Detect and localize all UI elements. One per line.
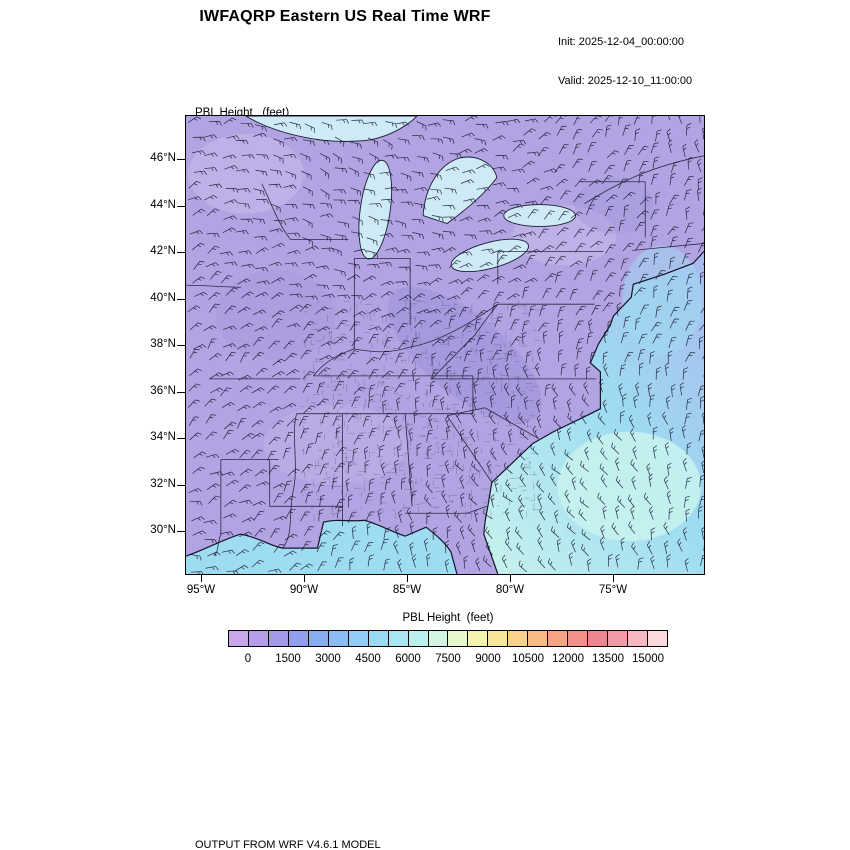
lat-tickmark	[177, 438, 185, 439]
colorbar-cell	[308, 631, 329, 646]
run-timestamps: Init: 2025-12-04_00:00:00 Valid: 2025-12…	[558, 10, 692, 114]
lon-tickmark	[510, 574, 511, 582]
colorbar-tick-label: 7500	[435, 653, 461, 665]
weather-map	[186, 116, 704, 574]
lake-ontario	[503, 204, 576, 227]
colorbar-cell	[388, 631, 409, 646]
lat-tickmark	[177, 205, 185, 207]
lat-tickmark	[177, 345, 185, 346]
lat-tickmark	[177, 484, 185, 486]
colorbar-cell	[268, 631, 289, 646]
lake-huron	[422, 156, 498, 225]
colorbar-cell	[248, 631, 269, 646]
colorbar-cell	[229, 631, 249, 646]
lat-tickmark	[177, 391, 185, 393]
model-info-line1: OUTPUT FROM WRF V4.6.1 MODEL	[195, 839, 381, 850]
lon-tick-label: 75°W	[598, 584, 628, 596]
colorbar-cell	[448, 631, 469, 646]
colorbar-labels: 0 1500 3000 4500 6000 7500 9000 10500 12000 13500…	[228, 653, 668, 667]
lon-tick-label: 95°W	[186, 584, 216, 596]
colorbar-cell	[628, 631, 649, 646]
high-pbl-ocean-core	[557, 431, 702, 542]
lon-tickmark	[304, 574, 305, 582]
colorbar-tick-label: 0	[244, 653, 252, 665]
lon-tickmark	[201, 574, 202, 582]
lon-tick-label: 90°W	[289, 584, 319, 596]
lat-tickmark	[177, 159, 185, 160]
colorbar-cell	[508, 631, 529, 646]
colorbar-tick-label: 12000	[552, 653, 584, 665]
colorbar-cell	[588, 631, 609, 646]
colorbar-cell	[288, 631, 309, 646]
init-time: Init: 2025-12-04_00:00:00	[558, 36, 684, 48]
lat-tickmark	[177, 531, 185, 532]
colorbar-tick-label: 3000	[315, 653, 341, 665]
colorbar-cell	[408, 631, 429, 646]
lon-tickmark	[613, 574, 614, 582]
colorbar-cell	[368, 631, 389, 646]
page-title: IWFAQRP Eastern US Real Time WRF	[199, 8, 491, 25]
lon-tick-label: 80°W	[495, 584, 525, 596]
lat-tick-label: 36°N	[150, 384, 176, 397]
colorbar-tick-label: 6000	[395, 653, 421, 665]
colorbar	[228, 630, 668, 647]
colorbar-cell	[608, 631, 629, 646]
lat-tickmark	[177, 252, 185, 253]
lat-tickmark	[177, 298, 185, 300]
lat-tick-label: 44°N	[150, 198, 176, 211]
gulf-of-mexico	[186, 520, 457, 574]
colorbar-cell	[568, 631, 589, 646]
colorbar-tick-label: 13500	[592, 653, 624, 665]
coastline	[186, 251, 704, 574]
colorbar-cell	[548, 631, 569, 646]
colorbar-tick-label: 4500	[355, 653, 381, 665]
lake-michigan	[358, 159, 393, 260]
colorbar-tick-label: 1500	[275, 653, 301, 665]
wind-barbs	[187, 116, 704, 574]
lon-tickmark	[407, 574, 408, 582]
lat-tick-label: 40°N	[150, 291, 176, 304]
lon-tick-label: 85°W	[392, 584, 422, 596]
northeast-coastal-water	[622, 245, 703, 355]
colorbar-cell	[428, 631, 449, 646]
colorbar-cell	[528, 631, 549, 646]
lat-tick-label: 30°N	[150, 524, 176, 536]
lat-tick-label: 34°N	[150, 431, 176, 443]
colorbar-cell	[328, 631, 349, 646]
colorbar-cell	[648, 631, 667, 646]
colorbar-tick-label: 9000	[475, 653, 501, 665]
colorbar-tick-label: 15000	[632, 653, 664, 665]
map-frame: 46°N 44°N 42°N 40°N 38°N 36°N 34°N 32°N 30°N 95°…	[150, 115, 705, 596]
lat-tick-label: 32°N	[150, 477, 176, 490]
colorbar-title: PBL Height (feet)	[402, 612, 494, 624]
lat-tick-label: 42°N	[150, 245, 176, 257]
colorbar-cell	[468, 631, 489, 646]
lat-tick-label: 38°N	[150, 338, 176, 350]
colorbar-tick-label: 10500	[512, 653, 544, 665]
lat-tick-label: 46°N	[150, 152, 176, 164]
valid-time: Valid: 2025-12-10_11:00:00	[558, 75, 693, 87]
footer: OUTPUT FROM WRF V4.6.1 MODEL WE = 310 ; …	[195, 810, 628, 850]
colorbar-cell	[488, 631, 509, 646]
colorbar-cell	[348, 631, 369, 646]
